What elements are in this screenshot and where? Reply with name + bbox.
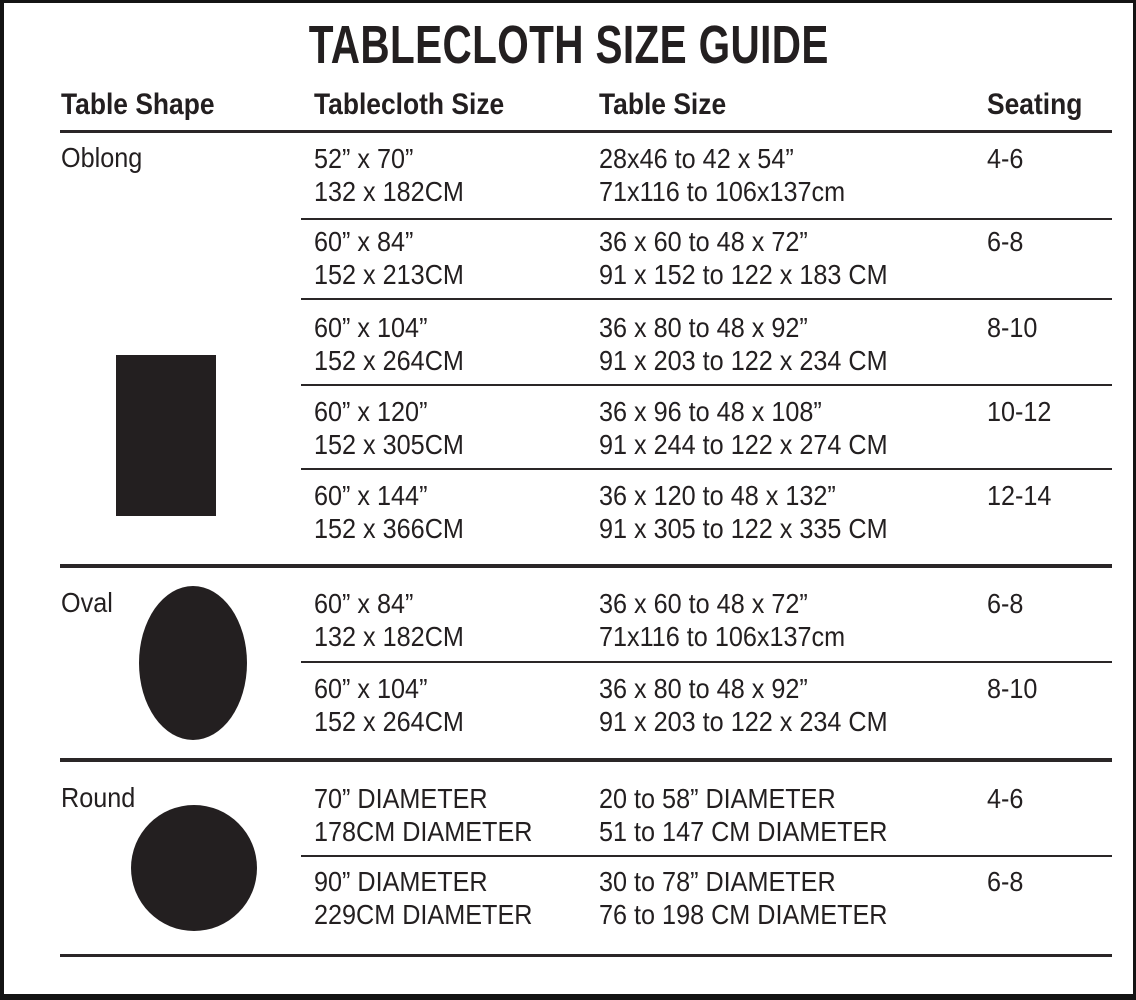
tablecloth-size-cell: 60” x 104” 152 x 264CM xyxy=(314,311,599,377)
tablecloth-size-cell-line: 60” x 84” xyxy=(314,588,414,619)
tablecloth-size-cell-line: 60” x 144” xyxy=(314,480,428,511)
row-divider xyxy=(301,298,1112,300)
header-divider xyxy=(60,130,1112,133)
table-size-cell-line: 20 to 58” DIAMETER xyxy=(599,783,836,814)
tablecloth-size-cell-line: 60” x 120” xyxy=(314,396,428,427)
seating-cell: 6-8 xyxy=(987,865,1112,898)
shape-label-text: Round xyxy=(61,782,136,813)
seating-cell-line: 6-8 xyxy=(987,588,1024,619)
tablecloth-size-cell-line: 70” DIAMETER xyxy=(314,783,488,814)
table-size-cell-line: 36 x 80 to 48 x 92” xyxy=(599,312,808,343)
table-size-cell: 36 x 120 to 48 x 132” 91 x 305 to 122 x 3… xyxy=(599,479,989,545)
seating-cell-line: 8-10 xyxy=(987,673,1038,704)
table-body: Oblong 52” x 70” 132 x 182CM 28x46 to 42 x … xyxy=(4,3,1133,994)
table-size-cell-line: 71x116 to 106x137cm xyxy=(599,621,846,652)
column-header-table-size: Table Size xyxy=(599,88,727,121)
oblong-shape-icon xyxy=(116,355,216,516)
tablecloth-size-cell-line: 132 x 182CM xyxy=(314,176,464,207)
table-size-cell: 30 to 78” DIAMETER 76 to 198 CM DIAMETER xyxy=(599,865,989,931)
tablecloth-size-cell-line: 152 x 213CM xyxy=(314,259,464,290)
table-size-cell: 36 x 96 to 48 x 108” 91 x 244 to 122 x 27… xyxy=(599,395,989,461)
tablecloth-size-cell: 52” x 70” 132 x 182CM xyxy=(314,142,599,208)
seating-cell: 12-14 xyxy=(987,479,1112,512)
seating-cell: 4-6 xyxy=(987,142,1112,175)
table-size-cell-line: 91 x 305 to 122 x 335 CM xyxy=(599,513,888,544)
tablecloth-size-cell-line: 152 x 264CM xyxy=(314,706,464,737)
seating-cell-line: 4-6 xyxy=(987,143,1024,174)
page-title-text: TABLECLOTH SIZE GUIDE xyxy=(308,15,829,75)
table-size-cell: 36 x 60 to 48 x 72” 91 x 152 to 122 x 183… xyxy=(599,225,989,291)
tablecloth-size-cell-line: 60” x 104” xyxy=(314,673,428,704)
table-size-cell-line: 91 x 244 to 122 x 274 CM xyxy=(599,429,888,460)
table-size-cell-line: 51 to 147 CM DIAMETER xyxy=(599,816,888,847)
table-size-cell-line: 36 x 80 to 48 x 92” xyxy=(599,673,808,704)
tablecloth-size-cell: 60” x 144” 152 x 366CM xyxy=(314,479,599,545)
tablecloth-size-cell: 60” x 84” 132 x 182CM xyxy=(314,587,599,653)
row-divider xyxy=(301,468,1112,470)
page-title: TABLECLOTH SIZE GUIDE xyxy=(4,15,1133,75)
shape-label-round: Round xyxy=(61,782,144,814)
seating-cell: 6-8 xyxy=(987,587,1112,620)
tablecloth-size-cell: 60” x 120” 152 x 305CM xyxy=(314,395,599,461)
row-divider xyxy=(301,384,1112,386)
table-size-cell-line: 91 x 203 to 122 x 234 CM xyxy=(599,706,888,737)
tablecloth-size-cell: 70” DIAMETER 178CM DIAMETER xyxy=(314,782,599,848)
table-size-cell-line: 30 to 78” DIAMETER xyxy=(599,866,836,897)
tablecloth-size-cell-line: 178CM DIAMETER xyxy=(314,816,533,847)
column-header-table-shape: Table Shape xyxy=(61,88,215,121)
seating-cell-line: 6-8 xyxy=(987,226,1024,257)
tablecloth-size-cell: 90” DIAMETER 229CM DIAMETER xyxy=(314,865,599,931)
oval-shape-icon xyxy=(139,586,247,740)
table-size-cell-line: 36 x 60 to 48 x 72” xyxy=(599,588,808,619)
group-divider xyxy=(60,564,1112,568)
tablecloth-size-cell-line: 152 x 305CM xyxy=(314,429,464,460)
seating-cell: 6-8 xyxy=(987,225,1112,258)
table-size-cell-line: 36 x 120 to 48 x 132” xyxy=(599,480,836,511)
table-size-cell: 28x46 to 42 x 54” 71x116 to 106x137cm xyxy=(599,142,989,208)
shape-label-text: Oval xyxy=(61,587,113,618)
shape-label-text: Oblong xyxy=(61,142,143,173)
table-size-cell-line: 91 x 203 to 122 x 234 CM xyxy=(599,345,888,376)
seating-cell-line: 6-8 xyxy=(987,866,1024,897)
seating-cell: 10-12 xyxy=(987,395,1112,428)
shape-label-oblong: Oblong xyxy=(61,142,151,174)
tablecloth-size-cell: 60” x 84” 152 x 213CM xyxy=(314,225,599,291)
tablecloth-size-cell-line: 152 x 264CM xyxy=(314,345,464,376)
group-divider xyxy=(60,758,1112,762)
table-size-cell-line: 76 to 198 CM DIAMETER xyxy=(599,899,888,930)
column-header-tablecloth-size: Tablecloth Size xyxy=(314,88,505,121)
seating-cell: 4-6 xyxy=(987,782,1112,815)
seating-cell-line: 12-14 xyxy=(987,480,1052,511)
table-size-cell: 36 x 80 to 48 x 92” 91 x 203 to 122 x 234… xyxy=(599,311,989,377)
round-shape-icon xyxy=(131,805,257,931)
seating-cell-line: 4-6 xyxy=(987,783,1024,814)
table-size-cell-line: 28x46 to 42 x 54” xyxy=(599,143,794,174)
table-size-cell: 36 x 80 to 48 x 92” 91 x 203 to 122 x 234… xyxy=(599,672,989,738)
tablecloth-size-cell-line: 229CM DIAMETER xyxy=(314,899,533,930)
seating-cell-line: 10-12 xyxy=(987,396,1052,427)
column-header-seating: Seating xyxy=(987,88,1083,121)
table-size-cell-line: 91 x 152 to 122 x 183 CM xyxy=(599,259,888,290)
seating-cell: 8-10 xyxy=(987,311,1112,344)
bottom-rule xyxy=(60,954,1112,957)
tablecloth-size-cell: 60” x 104” 152 x 264CM xyxy=(314,672,599,738)
seating-cell: 8-10 xyxy=(987,672,1112,705)
table-size-cell-line: 36 x 96 to 48 x 108” xyxy=(599,396,822,427)
tablecloth-size-cell-line: 132 x 182CM xyxy=(314,621,464,652)
tablecloth-size-cell-line: 60” x 84” xyxy=(314,226,414,257)
table-size-cell: 36 x 60 to 48 x 72” 71x116 to 106x137cm xyxy=(599,587,989,653)
shape-label-oval: Oval xyxy=(61,587,119,619)
tablecloth-size-cell-line: 52” x 70” xyxy=(314,143,414,174)
seating-cell-line: 8-10 xyxy=(987,312,1038,343)
table-size-cell: 20 to 58” DIAMETER 51 to 147 CM DIAMETER xyxy=(599,782,989,848)
row-divider xyxy=(301,855,1112,857)
tablecloth-size-cell-line: 60” x 104” xyxy=(314,312,428,343)
table-size-cell-line: 36 x 60 to 48 x 72” xyxy=(599,226,808,257)
tablecloth-size-cell-line: 90” DIAMETER xyxy=(314,866,488,897)
table-size-cell-line: 71x116 to 106x137cm xyxy=(599,176,846,207)
row-divider xyxy=(301,218,1112,220)
row-divider xyxy=(301,661,1112,663)
tablecloth-size-cell-line: 152 x 366CM xyxy=(314,513,464,544)
